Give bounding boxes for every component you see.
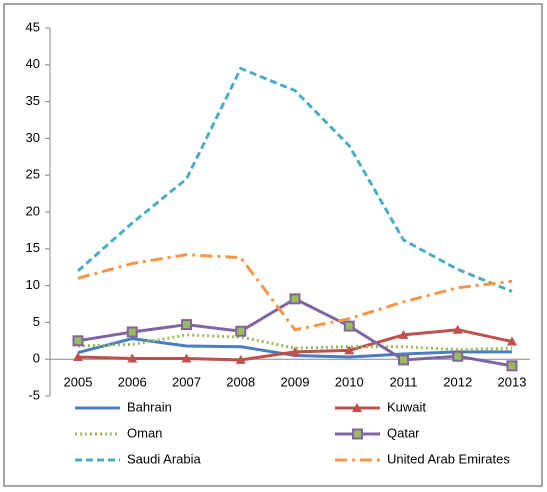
marker <box>289 293 301 305</box>
marker <box>235 354 246 364</box>
legend-marker <box>352 403 362 412</box>
x-tick-label: 2009 <box>281 374 310 389</box>
x-tick-label: 2011 <box>390 374 418 389</box>
marker <box>398 354 409 366</box>
marker <box>127 353 138 363</box>
marker <box>235 325 247 337</box>
legend-label: Oman <box>127 425 162 440</box>
y-tick-label: 20 <box>26 203 40 218</box>
y-tick-label: 5 <box>33 314 40 329</box>
legend-label: Bahrain <box>127 399 172 414</box>
y-tick-label: 25 <box>26 167 40 182</box>
y-tick-label: 15 <box>26 240 40 255</box>
y-tick-label: 30 <box>26 130 40 145</box>
marker <box>72 335 84 347</box>
x-tick-label: 2006 <box>118 374 147 389</box>
legend-label: Kuwait <box>387 399 426 414</box>
marker <box>344 345 355 355</box>
y-tick-label: 0 <box>33 351 40 366</box>
legend-label: Saudi Arabia <box>127 451 201 466</box>
series-line <box>77 253 513 332</box>
x-tick-label: 2007 <box>172 374 201 389</box>
marker <box>126 326 138 338</box>
marker <box>452 324 463 334</box>
marker <box>290 346 300 356</box>
y-tick-label: 35 <box>26 93 40 108</box>
legend-label: Qatar <box>387 425 420 440</box>
x-tick-label: 2012 <box>443 374 472 389</box>
marker <box>343 320 355 332</box>
y-tick-label: -5 <box>28 387 40 402</box>
marker <box>73 351 83 361</box>
x-tick-label: 2010 <box>335 374 364 389</box>
marker <box>452 350 464 362</box>
series-line <box>77 66 513 293</box>
marker <box>506 360 518 372</box>
legend-marker <box>352 428 363 440</box>
legend-label: United Arab Emirates <box>387 451 510 466</box>
x-tick-label: 2005 <box>64 374 93 389</box>
marker <box>181 319 192 331</box>
marker <box>398 329 409 339</box>
chart-border <box>3 3 543 487</box>
y-tick-label: 40 <box>26 56 40 71</box>
marker <box>507 336 517 346</box>
marker <box>181 353 192 363</box>
y-tick-label: 45 <box>26 19 40 34</box>
x-tick-label: 2008 <box>226 374 255 389</box>
y-tick-label: 10 <box>26 277 40 292</box>
x-tick-label: 2013 <box>498 374 527 389</box>
